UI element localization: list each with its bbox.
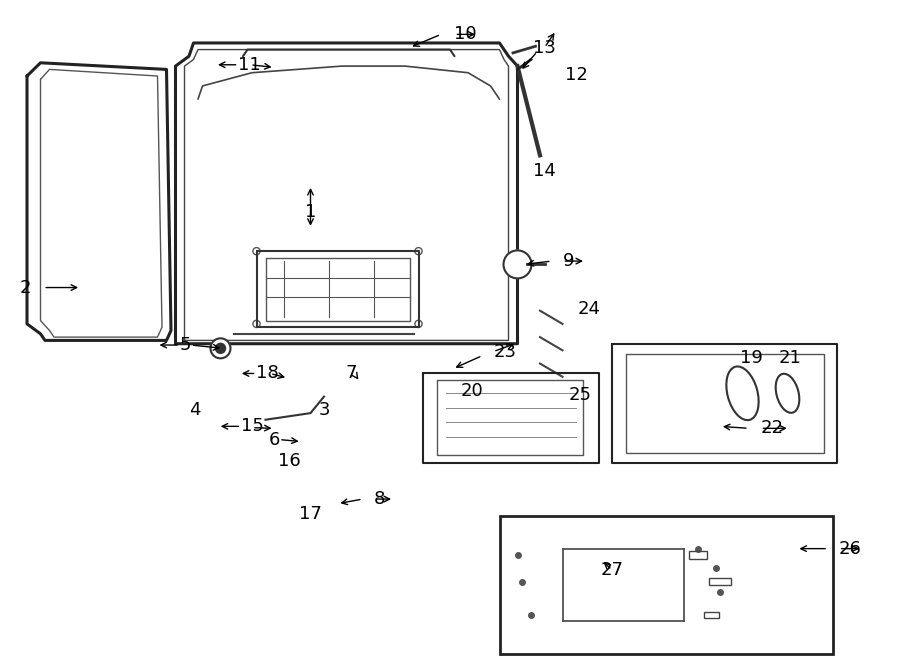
Bar <box>688 551 706 559</box>
Text: 20: 20 <box>461 382 484 401</box>
Text: 5: 5 <box>180 336 192 354</box>
Text: 26: 26 <box>839 539 861 558</box>
Bar <box>709 578 731 585</box>
Text: 25: 25 <box>569 386 592 405</box>
Text: 12: 12 <box>564 65 588 84</box>
Text: 27: 27 <box>600 561 624 579</box>
Text: 1: 1 <box>305 202 316 221</box>
Text: 4: 4 <box>189 401 200 419</box>
Text: 7: 7 <box>346 364 356 383</box>
Text: 10: 10 <box>454 25 477 44</box>
Circle shape <box>211 338 230 358</box>
Text: 16: 16 <box>278 452 302 471</box>
Text: 21: 21 <box>778 349 802 368</box>
Text: 24: 24 <box>578 300 601 319</box>
Circle shape <box>503 251 532 278</box>
Text: 9: 9 <box>562 252 574 270</box>
Circle shape <box>215 343 226 354</box>
Text: 14: 14 <box>533 161 556 180</box>
Text: 19: 19 <box>740 349 763 368</box>
Text: 17: 17 <box>299 505 322 524</box>
Text: 15: 15 <box>241 417 264 436</box>
Text: 13: 13 <box>533 38 556 57</box>
Text: 22: 22 <box>760 419 784 438</box>
Text: 8: 8 <box>374 490 385 508</box>
Bar <box>704 611 718 618</box>
Text: 23: 23 <box>493 342 517 361</box>
Text: 3: 3 <box>319 401 329 419</box>
Text: 2: 2 <box>20 278 32 297</box>
Bar <box>500 516 832 654</box>
Text: 18: 18 <box>256 364 279 383</box>
Text: 6: 6 <box>269 430 280 449</box>
Text: 11: 11 <box>238 56 261 74</box>
